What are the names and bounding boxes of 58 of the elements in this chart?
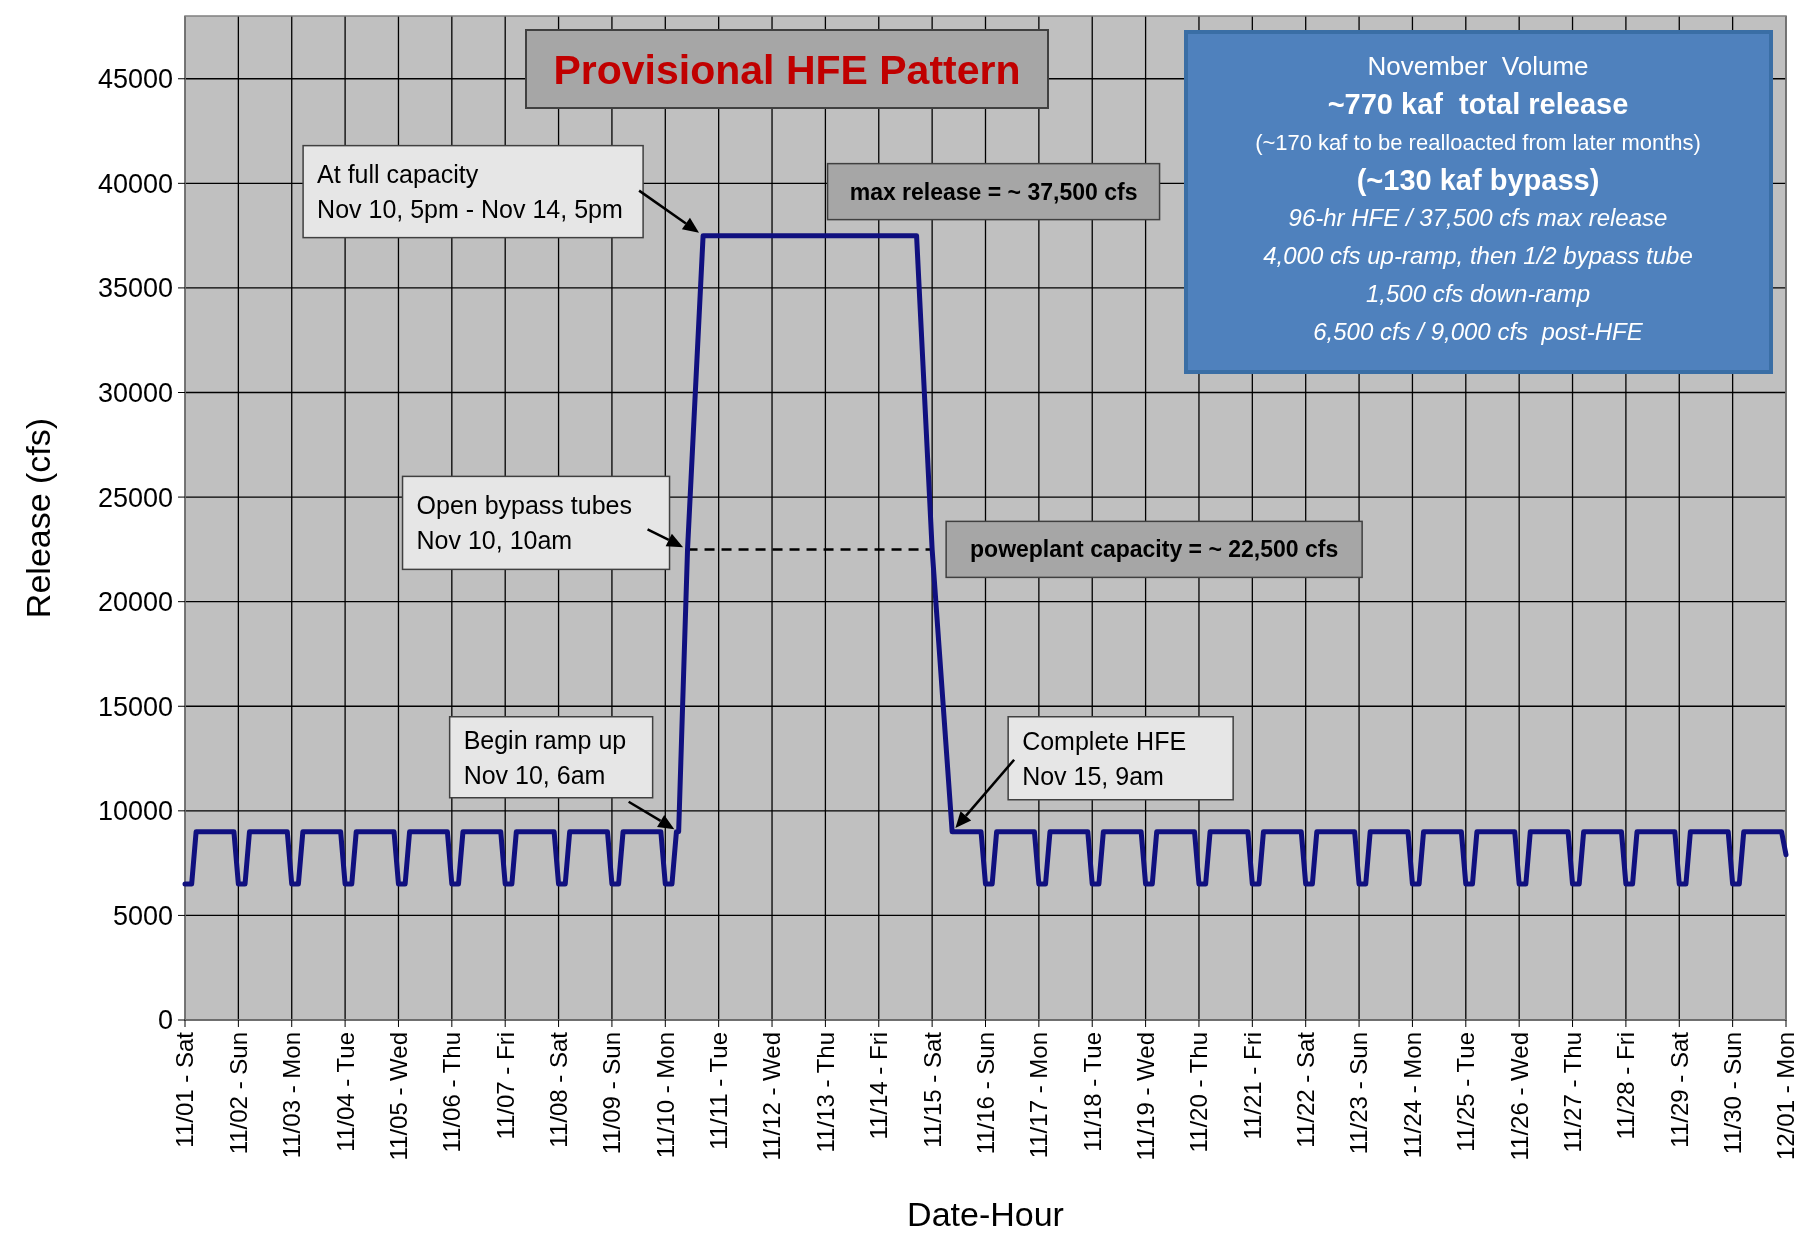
x-tick-label: 12/01 - Mon — [1772, 1032, 1800, 1161]
annotation: ~770 kaf total release — [1327, 88, 1629, 121]
x-tick-label: 11/17 - Mon — [1025, 1032, 1053, 1159]
x-tick-label: 11/10 - Mon — [651, 1032, 679, 1159]
x-tick-label: 11/29 - Sat — [1665, 1031, 1693, 1148]
y-tick-label: 45000 — [97, 64, 173, 95]
x-tick-label: 11/28 - Fri — [1612, 1032, 1640, 1140]
annotation: 4,000 cfs up-ramp, then 1/2 bypass tube — [1263, 242, 1693, 270]
y-tick-label: 0 — [157, 1005, 173, 1036]
x-tick-label: 11/14 - Fri — [865, 1032, 893, 1140]
annotation: max release = ~ 37,500 cfs — [849, 178, 1138, 205]
x-tick-label: 11/30 - Sun — [1719, 1032, 1747, 1155]
y-tick-label: 10000 — [97, 796, 173, 827]
text: Provisional HFE Pattern — [553, 47, 1021, 94]
x-tick-label: 11/27 - Thu — [1558, 1032, 1586, 1153]
x-tick-label: 11/21 - Fri — [1238, 1032, 1266, 1140]
annotation: (~170 kaf to be realloacted from later months) — [1255, 129, 1701, 155]
x-tick-label: 11/11 - Tue — [705, 1032, 733, 1150]
y-tick-label: 5000 — [112, 900, 173, 931]
x-tick-label: 11/19 - Wed — [1132, 1032, 1159, 1161]
x-tick-label: 11/25 - Tue — [1452, 1032, 1480, 1152]
y-tick-label: 25000 — [97, 482, 173, 513]
annotation: November Volume — [1367, 51, 1589, 82]
x-tick-label: 11/16 - Sun — [971, 1032, 999, 1155]
x-tick-label: 11/13 - Thu — [811, 1032, 839, 1153]
annotation: Begin ramp up Nov 10, 6am — [463, 725, 627, 789]
annotation: Open bypass tubes Nov 10, 10am — [416, 491, 632, 555]
y-tick-label: 35000 — [97, 273, 173, 304]
x-tick-label: 11/23 - Sun — [1345, 1032, 1373, 1155]
x-tick-label: 11/09 - Sun — [598, 1032, 626, 1155]
x-tick-label: 11/02 - Sun — [224, 1032, 252, 1155]
x-tick-label: 11/01 - Sat — [171, 1031, 199, 1148]
y-tick-label: 30000 — [97, 377, 173, 408]
y-tick-label: 15000 — [97, 691, 173, 722]
y-axis-title: Release (cfs) — [18, 417, 57, 619]
x-axis-title: Date-Hour — [907, 1195, 1064, 1233]
annotation: 1,500 cfs down-ramp — [1365, 280, 1591, 308]
x-tick-label: 11/08 - Sat — [544, 1031, 572, 1148]
x-tick-label: 11/04 - Tue — [331, 1032, 359, 1152]
annotation: 6,500 cfs / 9,000 cfs post-HFE — [1313, 318, 1644, 346]
y-tick-label: 20000 — [97, 587, 173, 618]
annotation: 96-hr HFE / 37,500 cfs max release — [1288, 204, 1668, 232]
x-tick-label: 11/18 - Tue — [1078, 1032, 1106, 1152]
x-tick-label: 11/15 - Sat — [918, 1031, 946, 1148]
ref-line-label: poweplant capacity = ~ 22,500 cfs — [970, 536, 1339, 563]
annotation: Complete HFE Nov 15, 9am — [1022, 726, 1187, 790]
x-tick-label: 11/12 - Wed — [758, 1032, 786, 1161]
x-tick-label: 11/26 - Wed — [1505, 1032, 1533, 1161]
x-tick-label: 11/03 - Mon — [278, 1032, 306, 1159]
x-tick-label: 11/24 - Mon — [1398, 1032, 1426, 1159]
x-tick-label: 11/20 - Thu — [1185, 1032, 1213, 1153]
y-tick-label: 40000 — [97, 168, 173, 199]
x-tick-label: 11/07 - Fri — [491, 1032, 519, 1140]
annotation: At full capacity Nov 10, 5pm - Nov 14, 5pm — [317, 159, 623, 223]
annotation: (~130 kaf bypass) — [1356, 164, 1600, 197]
x-tick-label: 11/06 - Thu — [438, 1032, 466, 1153]
x-tick-label: 11/22 - Sat — [1292, 1031, 1320, 1148]
x-tick-label: 11/05 - Wed — [384, 1032, 412, 1161]
